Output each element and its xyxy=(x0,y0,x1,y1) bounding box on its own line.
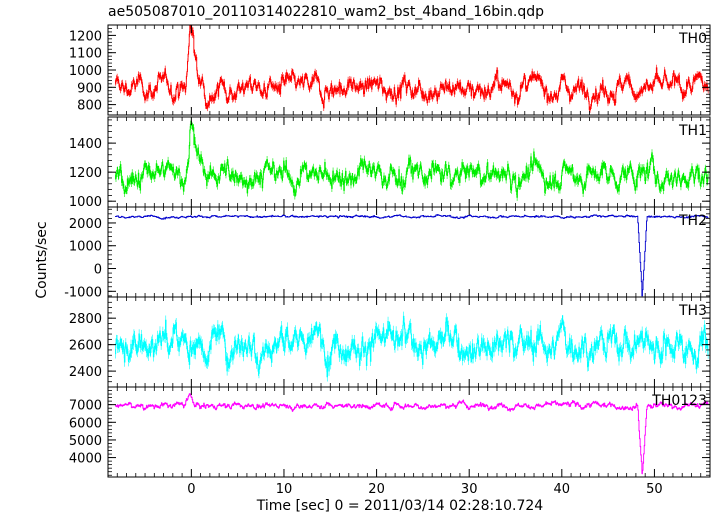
y-tick-label: 7000 xyxy=(69,399,102,414)
panel-th2: -1000 0 1000 2000 TH2 xyxy=(64,206,711,300)
series-th2 xyxy=(115,214,709,297)
y-tick-label: 1000 xyxy=(69,195,102,210)
y-tick-label: 1100 xyxy=(69,47,102,62)
y-tick-label: -1000 xyxy=(64,285,102,300)
panel-label-th3: TH3 xyxy=(678,303,707,319)
x-tick-label: 30 xyxy=(461,482,478,497)
panel-label-th2: TH2 xyxy=(678,213,707,229)
y-tick-label: 1200 xyxy=(69,29,102,44)
panel-th1: 1000 1200 1400 TH1 xyxy=(69,116,711,210)
y-tick-label: 4000 xyxy=(69,452,102,467)
y-tick-label: 900 xyxy=(77,81,102,96)
y-tick-label: 1000 xyxy=(69,64,102,79)
x-tick-label: 20 xyxy=(368,482,385,497)
panel-th3: 2400 2600 2800 TH3 xyxy=(69,296,711,388)
y-tick-label: 1200 xyxy=(69,166,102,181)
y-tick-label: 1000 xyxy=(69,240,102,255)
y-tick-label: 2600 xyxy=(69,339,102,354)
series-th0 xyxy=(115,25,709,111)
panel-label-th1: TH1 xyxy=(678,123,707,139)
series-th3-errorbars xyxy=(115,311,709,382)
y-tick-label: 800 xyxy=(77,99,102,114)
y-axis-label: Counts/sec xyxy=(34,221,50,298)
y-tick-label: 5000 xyxy=(69,434,102,449)
panel-th0: 800 900 1000 1100 1200 TH0 xyxy=(69,24,711,116)
panel-label-th0123: TH0123 xyxy=(651,393,707,409)
x-tick-label: 50 xyxy=(646,482,663,497)
panel-frame xyxy=(107,206,711,298)
series-th2-errorbars xyxy=(115,214,709,297)
series-th3 xyxy=(115,315,709,378)
series-th0-errorbars xyxy=(115,25,709,113)
series-th0123 xyxy=(115,393,709,474)
panel-th0123: 4000 5000 6000 7000 TH0123 xyxy=(69,386,711,478)
y-tick-label: 2800 xyxy=(69,312,102,327)
panel-frame xyxy=(107,386,711,478)
y-tick-label: 1400 xyxy=(69,137,102,152)
y-tick-label: 0 xyxy=(94,263,102,278)
y-tick-label: 2000 xyxy=(69,217,102,232)
x-tick-label: 40 xyxy=(554,482,571,497)
x-tick-label: 0 xyxy=(187,482,195,497)
x-tick-label: 10 xyxy=(276,482,293,497)
y-tick-label: 2400 xyxy=(69,365,102,380)
panel-frame xyxy=(107,24,711,116)
y-tick-label: 6000 xyxy=(69,416,102,431)
panel-label-th0: TH0 xyxy=(678,31,707,47)
series-th1 xyxy=(115,120,709,198)
x-axis-label: Time [sec] 0 = 2011/03/14 02:28:10.724 xyxy=(256,498,544,514)
chart-title: ae505087010_20110314022810_wam2_bst_4ban… xyxy=(108,4,544,20)
